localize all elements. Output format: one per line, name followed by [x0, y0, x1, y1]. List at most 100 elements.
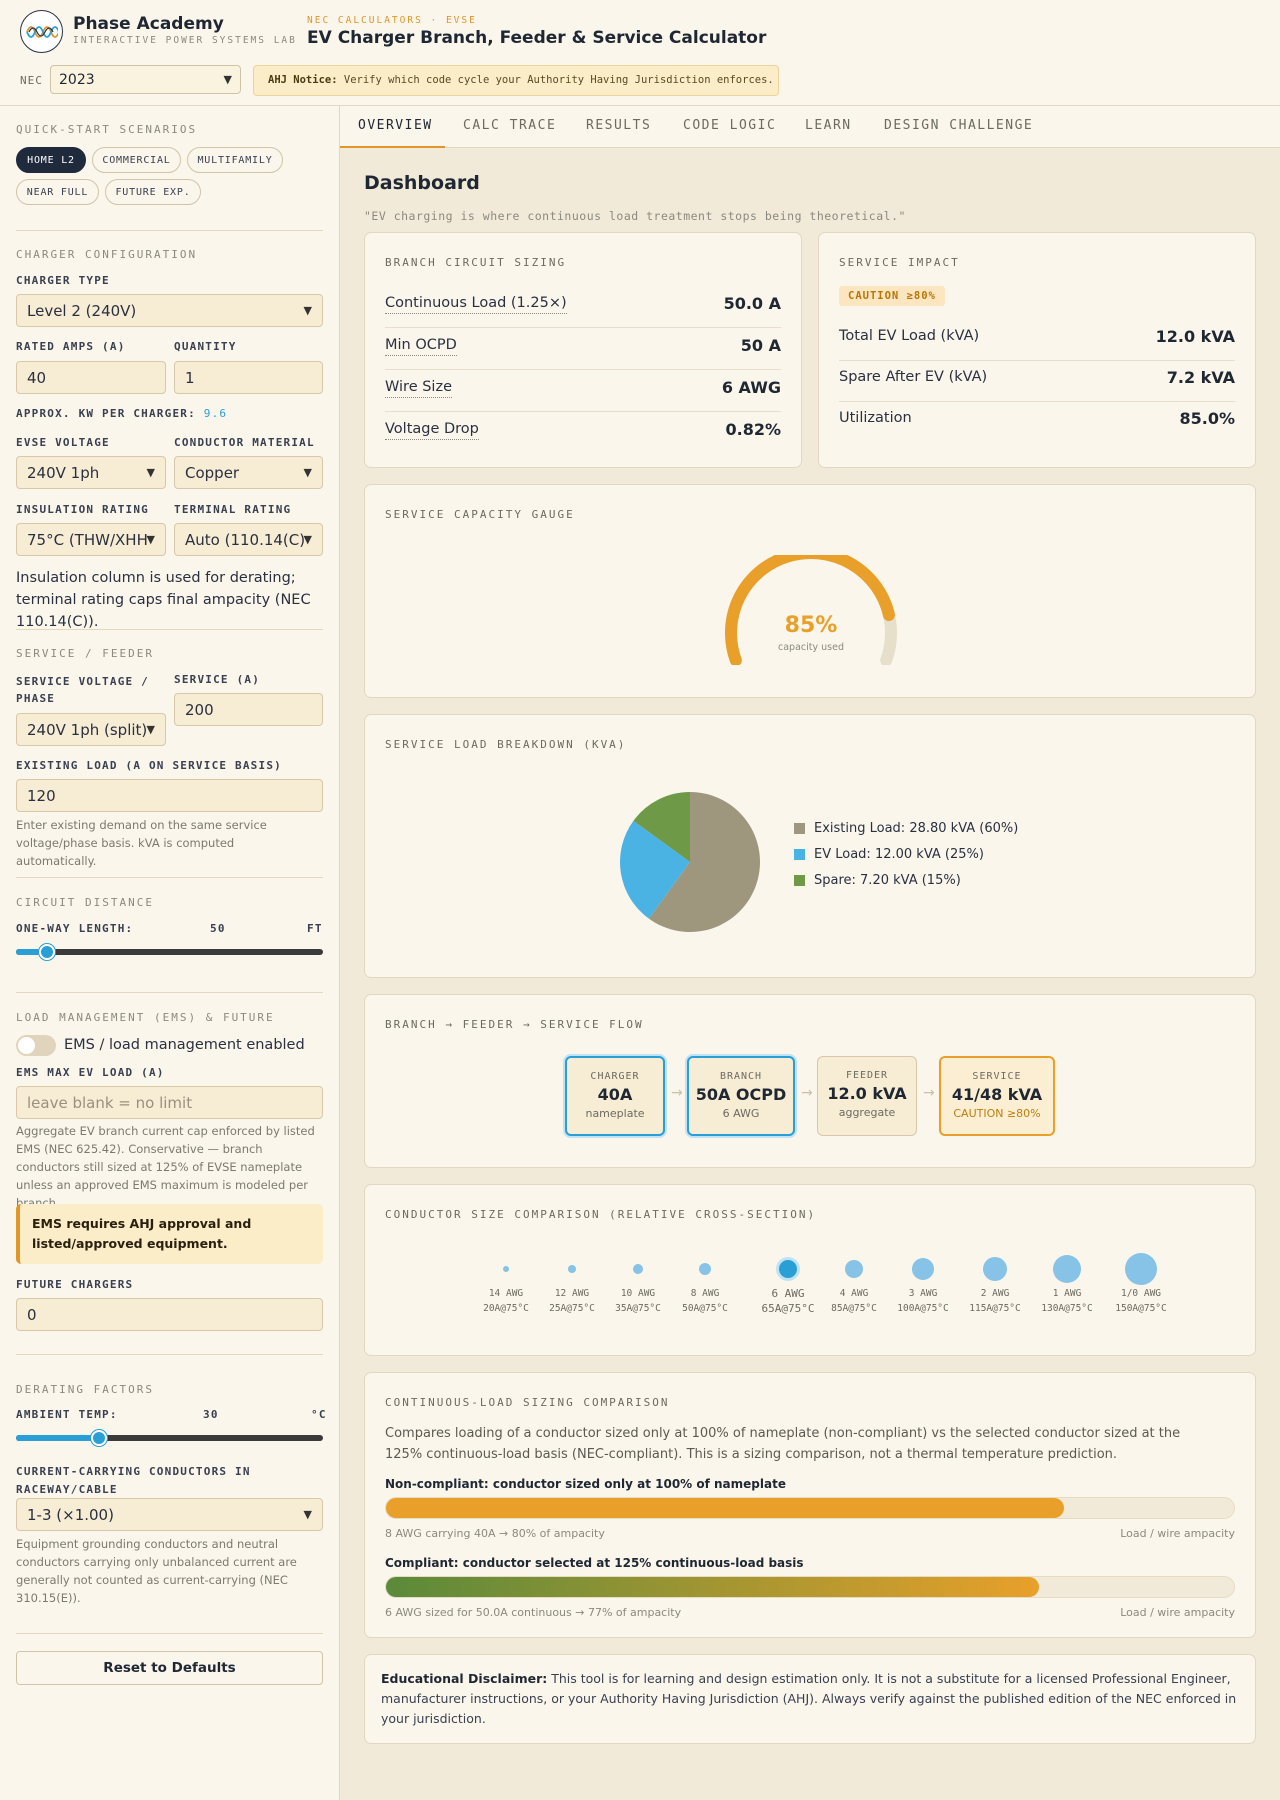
load-breakdown-title: SERVICE LOAD BREAKDOWN (KVA) — [385, 738, 627, 751]
row-divider — [385, 411, 781, 412]
conductor-circle — [912, 1258, 934, 1280]
utilization-label: Utilization — [839, 410, 912, 426]
service-voltage-value: 240V 1ph (split) — [27, 720, 147, 739]
chevron-down-icon: ▼ — [146, 723, 155, 736]
ccc-select[interactable]: 1-3 (×1.00) ▼ — [16, 1498, 323, 1531]
terminal-rating-select[interactable]: Auto (110.14(C)) ▼ — [174, 523, 323, 556]
conductor-size: 10 AWG — [620, 1288, 656, 1299]
gauge-fill — [725, 555, 895, 665]
divider — [16, 629, 323, 630]
conductor-size: 3 AWG — [908, 1288, 938, 1299]
ambient-temp-value: 30 — [203, 1408, 219, 1421]
arrow-right-icon: → — [801, 1085, 813, 1101]
pie-slice-ev-load — [620, 820, 690, 919]
chevron-down-icon: ▼ — [303, 466, 312, 479]
tab-code-logic[interactable]: CODE LOGIC — [683, 118, 777, 133]
service-amps-label: SERVICE (A) — [174, 673, 261, 686]
conductor-ampacity: 20A@75°C — [483, 1303, 529, 1314]
one-way-length-label: ONE-WAY LENGTH: — [16, 922, 134, 935]
arrow-right-icon: → — [671, 1085, 683, 1101]
nec-cycle-select[interactable]: 2023 ▼ — [50, 65, 241, 94]
existing-load-input[interactable]: 120 — [16, 779, 323, 812]
length-slider-fill — [16, 949, 47, 955]
tab-learn[interactable]: LEARN — [805, 118, 852, 133]
service-amps-input[interactable]: 200 — [174, 693, 323, 726]
divider — [16, 877, 323, 878]
scenario-multifamily[interactable]: MULTIFAMILY — [187, 147, 283, 173]
brand-subtitle: INTERACTIVE POWER SYSTEMS LAB — [73, 35, 297, 46]
service-voltage-select[interactable]: 240V 1ph (split) ▼ — [16, 713, 166, 746]
spare-after-ev-value: 7.2 kVA — [1166, 368, 1235, 387]
utilization-value: 85.0% — [1179, 409, 1235, 428]
flow-charger-value: 40A — [597, 1085, 633, 1104]
load-breakdown-card: SERVICE LOAD BREAKDOWN (KVA) Existing Lo… — [364, 714, 1256, 978]
conductor-circle — [503, 1266, 509, 1272]
gauge-subtitle: capacity used — [778, 642, 844, 653]
length-slider-track[interactable] — [16, 944, 323, 960]
conductor-size: 1/0 AWG — [1120, 1288, 1162, 1299]
conductor-size: 12 AWG — [554, 1288, 590, 1299]
terminal-rating-label: TERMINAL RATING — [174, 503, 292, 516]
capacity-gauge-title: SERVICE CAPACITY GAUGE — [385, 508, 575, 521]
page-kicker: NEC CALCULATORS · EVSE — [307, 15, 477, 26]
min-ocpd-label[interactable]: Min OCPD — [385, 337, 457, 356]
charger-type-select[interactable]: Level 2 (240V) ▼ — [16, 294, 323, 327]
row-divider — [839, 401, 1235, 402]
length-slider-thumb[interactable] — [38, 944, 55, 960]
divider — [16, 1354, 323, 1355]
pie-legend-item: Existing Load: 28.80 kVA (60%) — [794, 821, 1018, 836]
rated-amps-input[interactable]: 40 — [16, 361, 166, 394]
ahj-notice-text: Verify which code cycle your Authority H… — [343, 74, 774, 86]
ems-max-input[interactable]: leave blank = no limit — [16, 1086, 323, 1119]
evse-voltage-label: EVSE VOLTAGE — [16, 436, 110, 449]
insulation-rating-select[interactable]: 75°C (THW/XHH ▼ — [16, 523, 166, 556]
ems-toggle[interactable] — [16, 1035, 56, 1056]
disclaimer-card: Educational Disclaimer: This tool is for… — [364, 1654, 1256, 1744]
wire-size-label[interactable]: Wire Size — [385, 379, 452, 398]
tab-results[interactable]: RESULTS — [586, 118, 652, 133]
continuous-load-label[interactable]: Continuous Load (1.25×) — [385, 295, 567, 314]
scenario-near-full[interactable]: NEAR FULL — [16, 179, 99, 205]
ems-toggle-knob — [18, 1037, 35, 1054]
conductor-material-label: CONDUCTOR MATERIAL — [174, 436, 315, 449]
pie-slice-existing-load — [648, 792, 760, 932]
legend-swatch — [794, 823, 805, 834]
conductor-size: 1 AWG — [1052, 1288, 1082, 1299]
ems-max-label: EMS MAX EV LOAD (A) — [16, 1066, 165, 1079]
conductor-circle — [779, 1260, 797, 1278]
charger-type-label: CHARGER TYPE — [16, 274, 110, 287]
ems-warning: EMS requires AHJ approval and listed/app… — [16, 1204, 323, 1264]
tab-overview[interactable]: OVERVIEW — [358, 118, 433, 133]
reset-defaults-button[interactable]: Reset to Defaults — [16, 1651, 323, 1685]
ambient-slider-track[interactable] — [16, 1430, 323, 1446]
bar-compliant-caption: 6 AWG sized for 50.0A continuous → 77% o… — [385, 1606, 682, 1619]
voltage-drop-label[interactable]: Voltage Drop — [385, 421, 479, 440]
conductor-label: 1/0 AWG 150A@75°C — [1101, 1286, 1181, 1316]
derating-title: DERATING FACTORS — [16, 1383, 154, 1396]
legend-label: Spare: 7.20 kVA (15%) — [814, 873, 961, 888]
scenario-future-exp[interactable]: FUTURE EXP. — [105, 179, 201, 205]
conductor-material-select[interactable]: Copper ▼ — [174, 456, 323, 489]
tab-design-challenge[interactable]: DESIGN CHALLENGE — [884, 118, 1034, 133]
legend-label: Existing Load: 28.80 kVA (60%) — [814, 821, 1019, 836]
scenario-commercial[interactable]: COMMERCIAL — [92, 147, 181, 173]
bar-noncompliant-track — [385, 1497, 1235, 1519]
charger-config-title: CHARGER CONFIGURATION — [16, 248, 198, 261]
disclaimer-text: This tool is for learning and design est… — [381, 1671, 1237, 1726]
spare-after-ev-label: Spare After EV (kVA) — [839, 369, 988, 385]
sidebar: QUICK-START SCENARIOS HOME L2 COMMERCIAL… — [0, 106, 340, 1800]
quantity-input[interactable]: 1 — [174, 361, 323, 394]
flow-service-value: 41/48 kVA — [951, 1085, 1043, 1104]
scenario-home-l2[interactable]: HOME L2 — [16, 147, 86, 173]
future-chargers-input[interactable]: 0 — [16, 1298, 323, 1331]
tab-calc-trace[interactable]: CALC TRACE — [463, 118, 557, 133]
legend-swatch — [794, 849, 805, 860]
conductor-size: 4 AWG — [839, 1288, 869, 1299]
flow-charger: CHARGER 40A nameplate — [565, 1056, 665, 1136]
chevron-down-icon: ▼ — [223, 73, 232, 86]
evse-voltage-select[interactable]: 240V 1ph ▼ — [16, 456, 166, 489]
ambient-slider-thumb[interactable] — [90, 1430, 107, 1446]
flow-branch-value: 50A OCPD — [695, 1085, 787, 1104]
row-divider — [839, 360, 1235, 361]
legend-label: EV Load: 12.00 kVA (25%) — [814, 847, 984, 862]
